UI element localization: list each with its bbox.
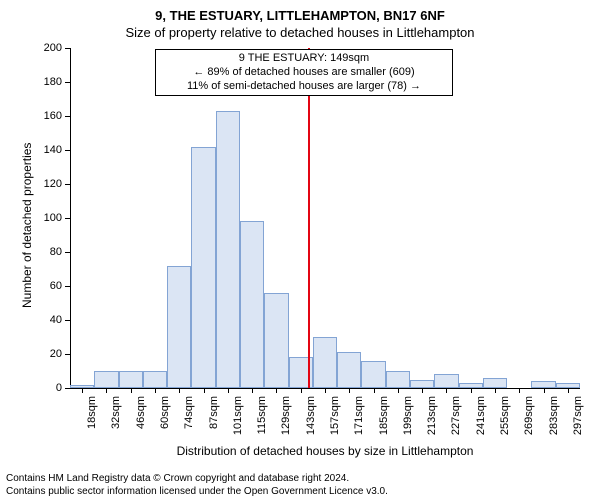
x-tick-label: 185sqm xyxy=(378,396,390,435)
y-tick-label: 20 xyxy=(32,348,62,360)
x-tick-mark xyxy=(131,388,132,393)
x-tick-mark xyxy=(495,388,496,393)
chart-title-main: 9, THE ESTUARY, LITTLEHAMPTON, BN17 6NF xyxy=(0,0,600,23)
x-tick-mark xyxy=(106,388,107,393)
histogram-bar xyxy=(119,371,143,388)
y-tick-mark xyxy=(65,320,70,321)
x-tick-label: 297sqm xyxy=(572,396,584,435)
histogram-bar xyxy=(434,374,458,388)
y-tick-mark xyxy=(65,150,70,151)
x-tick-label: 143sqm xyxy=(305,396,317,435)
y-tick-mark xyxy=(65,354,70,355)
x-tick-mark xyxy=(252,388,253,393)
histogram-bar xyxy=(94,371,118,388)
histogram-bar xyxy=(386,371,410,388)
reference-line xyxy=(308,48,310,388)
x-tick-mark xyxy=(276,388,277,393)
x-tick-label: 115sqm xyxy=(256,396,268,434)
histogram-bar xyxy=(361,361,385,388)
y-tick-label: 40 xyxy=(32,314,62,326)
y-tick-label: 140 xyxy=(32,144,62,156)
annotation-line-1: 9 THE ESTUARY: 149sqm xyxy=(162,52,446,66)
y-tick-mark xyxy=(65,82,70,83)
histogram-bar xyxy=(483,378,507,388)
x-tick-mark xyxy=(179,388,180,393)
y-axis-line xyxy=(70,48,71,388)
x-tick-mark xyxy=(446,388,447,393)
x-tick-mark xyxy=(568,388,569,393)
histogram-bar xyxy=(264,293,288,388)
y-tick-label: 0 xyxy=(32,382,62,394)
x-tick-label: 171sqm xyxy=(353,396,365,435)
x-tick-mark xyxy=(471,388,472,393)
footer-line-1: Contains HM Land Registry data © Crown c… xyxy=(6,472,388,485)
x-tick-label: 129sqm xyxy=(280,396,292,435)
x-tick-label: 255sqm xyxy=(499,396,511,435)
y-tick-label: 160 xyxy=(32,110,62,122)
x-tick-mark xyxy=(374,388,375,393)
x-tick-label: 213sqm xyxy=(426,396,438,435)
histogram-bar xyxy=(240,221,264,388)
annotation-line-3: 11% of semi-detached houses are larger (… xyxy=(162,80,446,94)
x-tick-label: 283sqm xyxy=(548,396,560,435)
x-tick-label: 46sqm xyxy=(135,396,147,429)
histogram-bar xyxy=(143,371,167,388)
histogram-bar xyxy=(167,266,191,388)
x-tick-mark xyxy=(349,388,350,393)
y-tick-label: 200 xyxy=(32,42,62,54)
annotation-box: 9 THE ESTUARY: 149sqm ← 89% of detached … xyxy=(155,49,453,96)
chart-container: 9, THE ESTUARY, LITTLEHAMPTON, BN17 6NF … xyxy=(0,0,600,500)
y-tick-mark xyxy=(65,184,70,185)
x-tick-mark xyxy=(398,388,399,393)
y-tick-mark xyxy=(65,116,70,117)
histogram-bar xyxy=(313,337,337,388)
x-tick-label: 269sqm xyxy=(523,396,535,435)
y-tick-label: 60 xyxy=(32,280,62,292)
y-tick-label: 100 xyxy=(32,212,62,224)
x-tick-label: 74sqm xyxy=(183,396,195,429)
y-tick-mark xyxy=(65,252,70,253)
x-axis-title: Distribution of detached houses by size … xyxy=(70,444,580,458)
footer-line-2: Contains public sector information licen… xyxy=(6,485,388,498)
annotation-line-2: ← 89% of detached houses are smaller (60… xyxy=(162,66,446,80)
x-tick-mark xyxy=(519,388,520,393)
y-tick-label: 120 xyxy=(32,178,62,190)
x-tick-mark xyxy=(544,388,545,393)
x-tick-label: 60sqm xyxy=(159,396,171,429)
x-tick-label: 241sqm xyxy=(475,396,487,435)
y-tick-label: 180 xyxy=(32,76,62,88)
x-tick-label: 32sqm xyxy=(110,396,122,429)
x-tick-mark xyxy=(155,388,156,393)
histogram-bar xyxy=(531,381,555,388)
x-tick-mark xyxy=(325,388,326,393)
histogram-bar xyxy=(191,147,215,388)
chart-title-sub: Size of property relative to detached ho… xyxy=(0,23,600,40)
x-tick-label: 227sqm xyxy=(450,396,462,435)
y-tick-mark xyxy=(65,388,70,389)
x-tick-mark xyxy=(228,388,229,393)
footer-attribution: Contains HM Land Registry data © Crown c… xyxy=(6,472,388,498)
histogram-bar xyxy=(216,111,240,388)
y-tick-mark xyxy=(65,286,70,287)
x-tick-mark xyxy=(82,388,83,393)
y-tick-mark xyxy=(65,48,70,49)
x-tick-label: 101sqm xyxy=(232,396,244,435)
x-tick-mark xyxy=(204,388,205,393)
y-tick-mark xyxy=(65,218,70,219)
plot-area xyxy=(70,48,580,388)
x-tick-mark xyxy=(301,388,302,393)
x-tick-label: 18sqm xyxy=(86,396,98,429)
x-tick-mark xyxy=(422,388,423,393)
x-tick-label: 157sqm xyxy=(329,396,341,435)
x-tick-label: 199sqm xyxy=(402,396,414,435)
histogram-bar xyxy=(410,380,434,389)
histogram-bar xyxy=(337,352,361,388)
x-tick-label: 87sqm xyxy=(208,396,220,429)
y-tick-label: 80 xyxy=(32,246,62,258)
